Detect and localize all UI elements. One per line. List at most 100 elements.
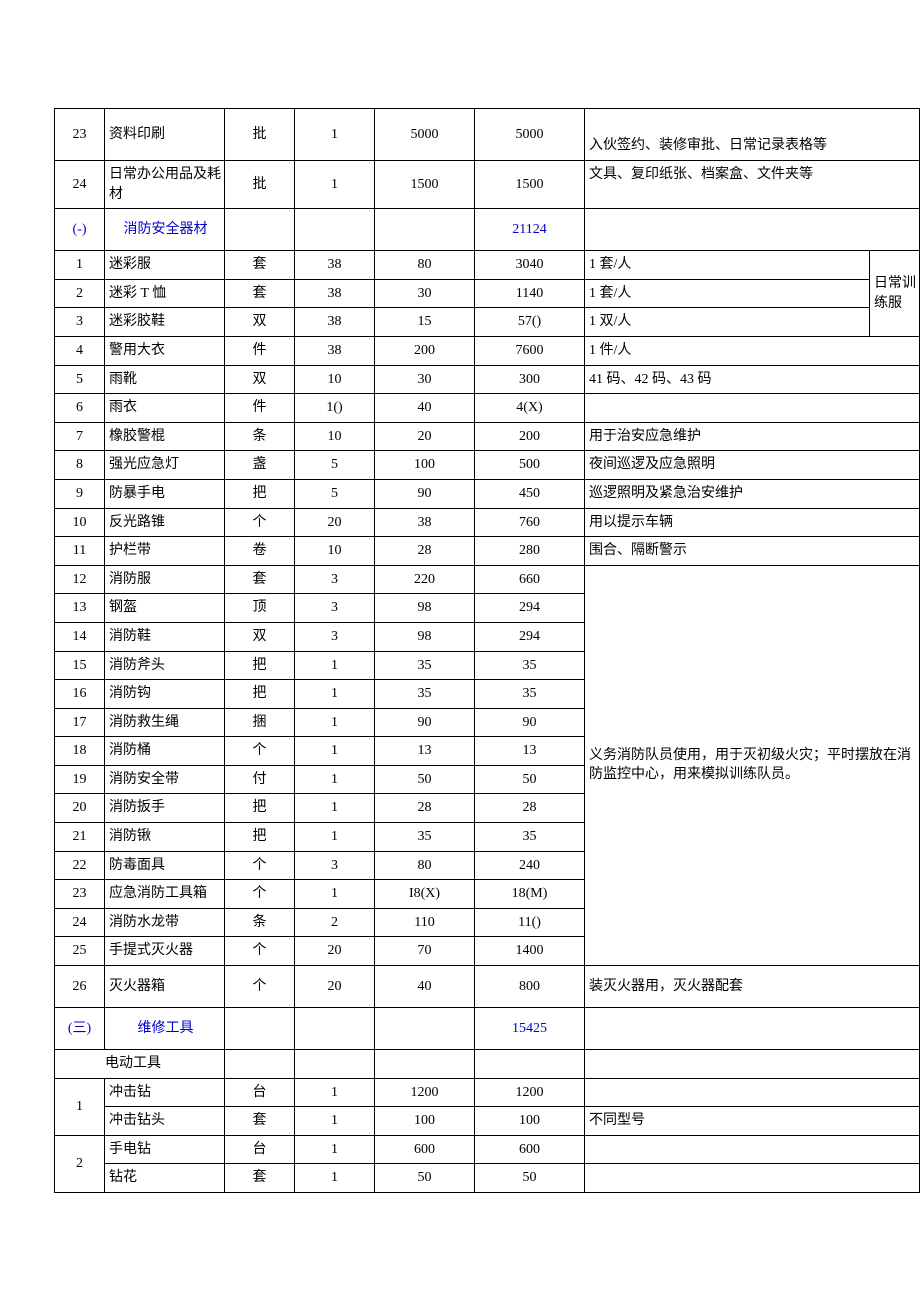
cell-total: 300: [475, 365, 585, 394]
table-row: 9 防暴手电 把 5 90 450 巡逻照明及紧急治安维护: [55, 479, 920, 508]
cell-total: 280: [475, 537, 585, 566]
cell-price: 35: [375, 651, 475, 680]
cell-unit: 个: [225, 937, 295, 966]
cell-qty: 1: [295, 161, 375, 209]
cell-unit: 卷: [225, 537, 295, 566]
budget-table: 23 资料印刷 批 1 5000 5000 入伙签约、装修审批、日常记录表格等 …: [54, 108, 920, 1193]
cell-qty: 1: [295, 765, 375, 794]
cell-price: 30: [375, 365, 475, 394]
cell-total: 1500: [475, 161, 585, 209]
cell-unit: 把: [225, 479, 295, 508]
cell-total: 50: [475, 1164, 585, 1193]
cell-name: 迷彩胶鞋: [105, 308, 225, 337]
cell-unit: 把: [225, 651, 295, 680]
cell-no: 1: [55, 1078, 105, 1135]
cell-unit: 个: [225, 508, 295, 537]
sub-title: 电动工具: [55, 1050, 225, 1079]
table-row: 冲击钻头 套 1 100 100 不同型号: [55, 1107, 920, 1136]
section-header-row: (-) 消防安全器材 21124: [55, 209, 920, 251]
cell-unit: 个: [225, 966, 295, 1008]
cell-name: 消防斧头: [105, 651, 225, 680]
cell-price: 220: [375, 565, 475, 594]
cell-price: 38: [375, 508, 475, 537]
cell-remark: 用于治安应急维护: [585, 422, 920, 451]
cell-remark: 1 套/人: [585, 251, 870, 280]
cell-total: 1200: [475, 1078, 585, 1107]
cell-qty: 20: [295, 508, 375, 537]
cell-unit: 双: [225, 365, 295, 394]
cell-no: 15: [55, 651, 105, 680]
cell-no: 14: [55, 622, 105, 651]
cell-unit: 条: [225, 422, 295, 451]
cell-name: 钢盔: [105, 594, 225, 623]
cell-no: 4: [55, 336, 105, 365]
table-row: 2 迷彩 T 恤 套 38 30 1140 1 套/人: [55, 279, 920, 308]
cell-merged-remark: 义务消防队员使用，用于灭初级火灾；平时摆放在消防监控中心，用来模拟训练队员。: [585, 565, 920, 965]
cell-no: 23: [55, 880, 105, 909]
cell-qty: 1: [295, 1078, 375, 1107]
cell-total: 1400: [475, 937, 585, 966]
cell-name: 手提式灭火器: [105, 937, 225, 966]
section-header-row: (三) 维修工具 15425: [55, 1008, 920, 1050]
cell-total: 100: [475, 1107, 585, 1136]
cell-price: 28: [375, 794, 475, 823]
cell-price: 28: [375, 537, 475, 566]
cell-unit: 台: [225, 1078, 295, 1107]
table-row: 7 橡胶警棍 条 10 20 200 用于治安应急维护: [55, 422, 920, 451]
cell-remark: 巡逻照明及紧急治安维护: [585, 479, 920, 508]
cell: [295, 1008, 375, 1050]
cell-price: 35: [375, 823, 475, 852]
table-row: 23 资料印刷 批 1 5000 5000 入伙签约、装修审批、日常记录表格等: [55, 109, 920, 161]
cell-no: 23: [55, 109, 105, 161]
cell-price: 5000: [375, 109, 475, 161]
cell-name: 橡胶警棍: [105, 422, 225, 451]
cell-price: 98: [375, 622, 475, 651]
cell-no: 2: [55, 1135, 105, 1192]
cell-no: 11: [55, 537, 105, 566]
cell: [585, 209, 920, 251]
cell-qty: 38: [295, 279, 375, 308]
cell-name: 手电钻: [105, 1135, 225, 1164]
cell-unit: 把: [225, 823, 295, 852]
table-row: 1 冲击钻 台 1 1200 1200: [55, 1078, 920, 1107]
cell-qty: 1: [295, 708, 375, 737]
cell-name: 反光路锥: [105, 508, 225, 537]
cell-unit: 套: [225, 565, 295, 594]
cell-name: 消防扳手: [105, 794, 225, 823]
cell-price: 1200: [375, 1078, 475, 1107]
cell-qty: 10: [295, 422, 375, 451]
cell-remark: [585, 1078, 920, 1107]
cell-total: 18(M): [475, 880, 585, 909]
cell-total: 1140: [475, 279, 585, 308]
cell-qty: 1: [295, 794, 375, 823]
cell-qty: 1: [295, 1135, 375, 1164]
table-row: 12 消防服 套 3 220 660 义务消防队员使用，用于灭初级火灾；平时摆放…: [55, 565, 920, 594]
cell-no: 16: [55, 680, 105, 709]
cell-price: 200: [375, 336, 475, 365]
cell-qty: 38: [295, 336, 375, 365]
cell-name: 迷彩服: [105, 251, 225, 280]
cell-remark: 文具、复印纸张、档案盒、文件夹等: [585, 161, 920, 209]
cell-no: 10: [55, 508, 105, 537]
cell-unit: 个: [225, 880, 295, 909]
cell-name: 警用大衣: [105, 336, 225, 365]
cell-total: 200: [475, 422, 585, 451]
cell-remark: 1 双/人: [585, 308, 870, 337]
cell-no: 25: [55, 937, 105, 966]
table-row: 4 警用大衣 件 38 200 7600 1 件/人: [55, 336, 920, 365]
cell-unit: 件: [225, 336, 295, 365]
cell-unit: 批: [225, 161, 295, 209]
table-row: 1 迷彩服 套 38 80 3040 1 套/人 日常训练服: [55, 251, 920, 280]
cell-unit: 把: [225, 794, 295, 823]
cell-total: 800: [475, 966, 585, 1008]
cell-name: 应急消防工具箱: [105, 880, 225, 909]
cell-price: 100: [375, 451, 475, 480]
cell-unit: 盏: [225, 451, 295, 480]
cell-name: 消防水龙带: [105, 908, 225, 937]
section-title: 维修工具: [105, 1008, 225, 1050]
cell-total: 760: [475, 508, 585, 537]
table-row: 11 护栏带 卷 10 28 280 围合、隔断警示: [55, 537, 920, 566]
cell-total: 28: [475, 794, 585, 823]
cell-qty: 10: [295, 365, 375, 394]
cell-no: 12: [55, 565, 105, 594]
